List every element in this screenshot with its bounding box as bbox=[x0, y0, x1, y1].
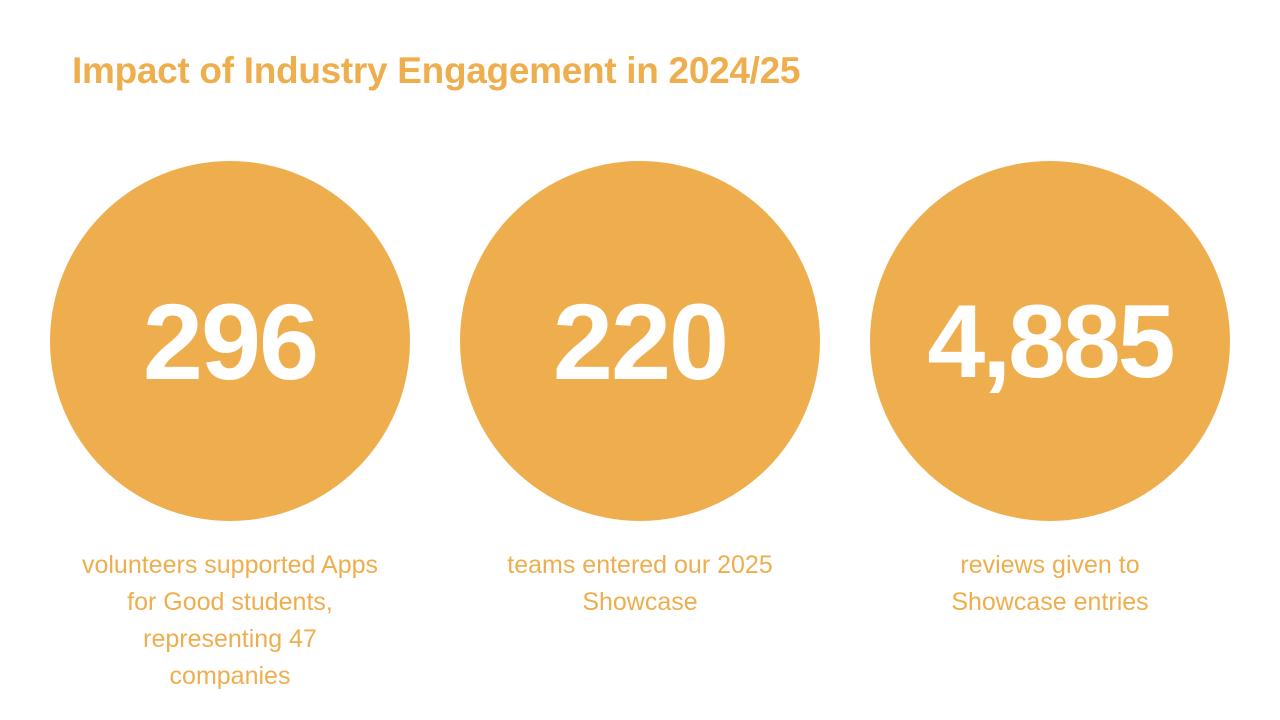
page-title: Impact of Industry Engagement in 2024/25 bbox=[72, 50, 801, 91]
stat-teams: 220 teams entered our 2025 Showcase bbox=[460, 161, 820, 621]
stat-caption: volunteers supported Apps for Good stude… bbox=[81, 551, 379, 690]
stat-circle: 296 bbox=[50, 161, 410, 521]
stat-value: 296 bbox=[142, 281, 319, 402]
stat-circle: 4,885 bbox=[870, 161, 1230, 521]
stat-circle: 220 bbox=[460, 161, 820, 521]
stat-caption: teams entered our 2025 Showcase bbox=[507, 551, 773, 616]
stat-value: 4,885 bbox=[927, 284, 1175, 400]
stat-volunteers: 296 volunteers supported Apps for Good s… bbox=[50, 161, 410, 695]
stat-caption: reviews given to Showcase entries bbox=[951, 551, 1149, 616]
stat-value: 220 bbox=[552, 281, 729, 402]
stat-reviews: 4,885 reviews given to Showcase entries bbox=[870, 161, 1230, 621]
